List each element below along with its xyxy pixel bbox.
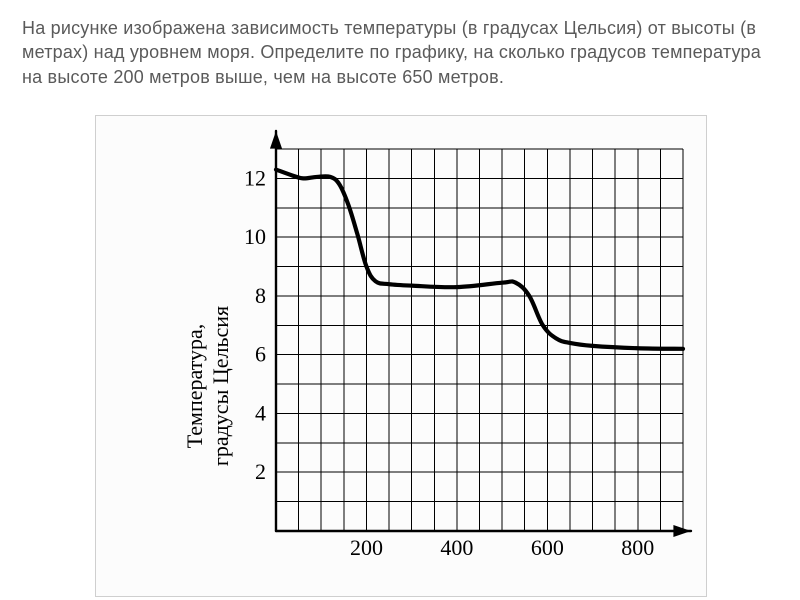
svg-text:600: 600: [531, 535, 564, 560]
svg-text:800: 800: [621, 535, 654, 560]
svg-text:200: 200: [350, 535, 383, 560]
question-text: На ри­сун­ке изоб­ра­же­на за­ви­си­мост…: [22, 16, 778, 89]
svg-text:12: 12: [244, 165, 266, 190]
svg-text:2: 2: [255, 459, 266, 484]
svg-text:400: 400: [440, 535, 473, 560]
svg-text:10: 10: [244, 224, 266, 249]
svg-text:4: 4: [255, 400, 266, 425]
y-axis-label: Температура, градусы Цельсия: [182, 306, 234, 466]
svg-text:8: 8: [255, 283, 266, 308]
chart-container: 200 400 600 800 2 4 6 8 10 12 Температура, градус…: [95, 115, 707, 597]
svg-text:6: 6: [255, 342, 266, 367]
page-root: На ри­сун­ке изоб­ра­же­на за­ви­си­мост…: [0, 0, 800, 600]
